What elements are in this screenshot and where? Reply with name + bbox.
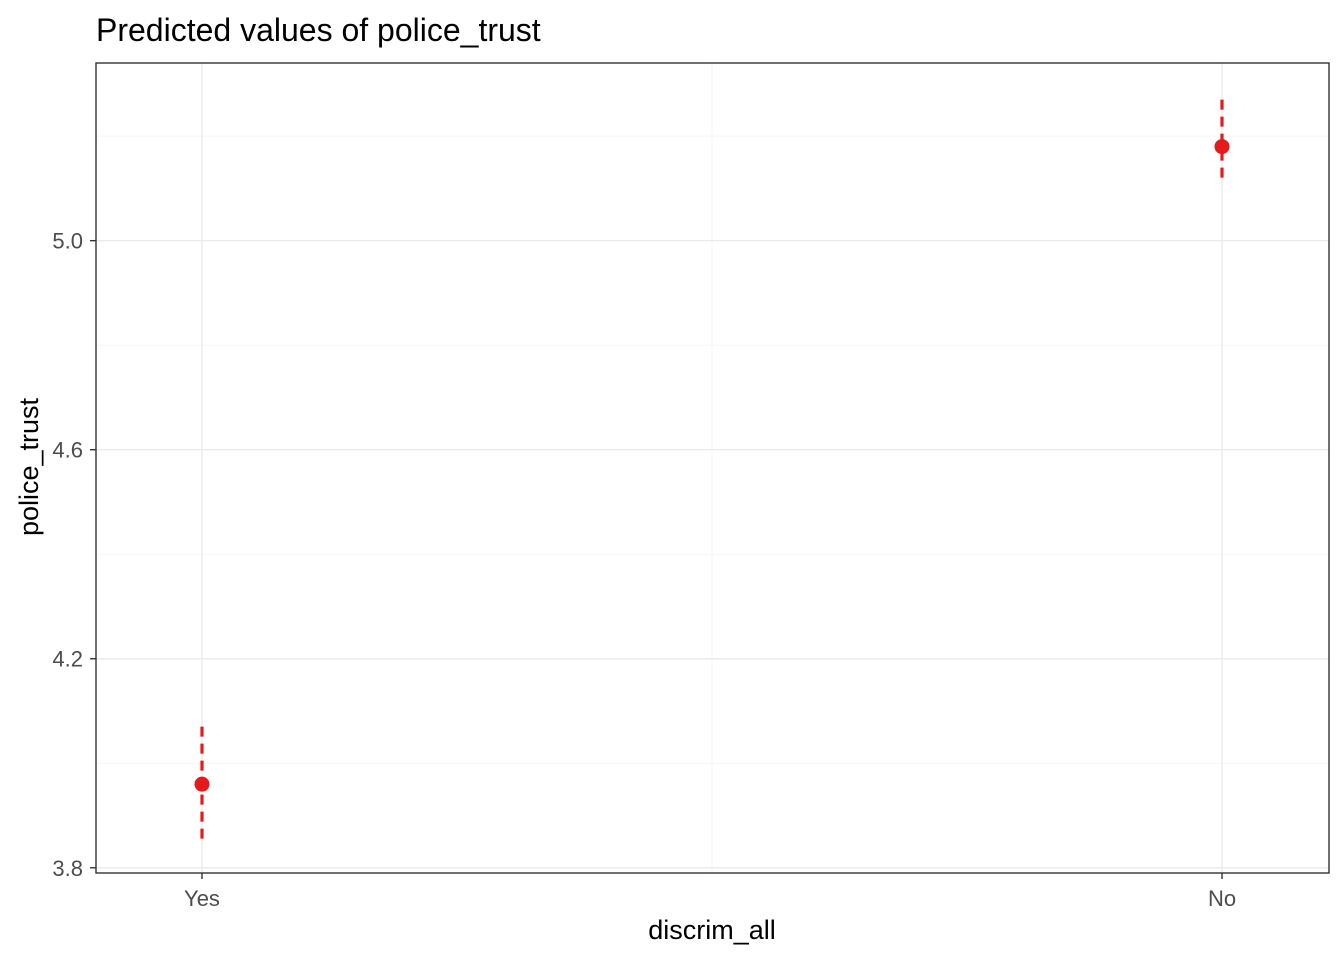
data-point	[194, 776, 210, 792]
y-tick-label: 4.2	[52, 647, 83, 672]
grid-layer	[96, 63, 1329, 873]
y-tick-label: 5.0	[52, 229, 83, 254]
y-axis-title: police_trust	[14, 397, 44, 536]
y-tick-label: 3.8	[52, 856, 83, 881]
x-tick-label: No	[1208, 886, 1236, 911]
chart-title: Predicted values of police_trust	[96, 12, 541, 48]
x-tick-label: Yes	[184, 886, 220, 911]
x-axis-title: discrim_all	[648, 915, 776, 945]
data-layer	[194, 99, 1230, 842]
y-tick-label: 4.6	[52, 438, 83, 463]
axis-layer: 3.8 4.2 4.6 5.0 Yes No	[52, 229, 1236, 911]
data-point	[1214, 139, 1230, 155]
panel-border	[95, 62, 1330, 874]
